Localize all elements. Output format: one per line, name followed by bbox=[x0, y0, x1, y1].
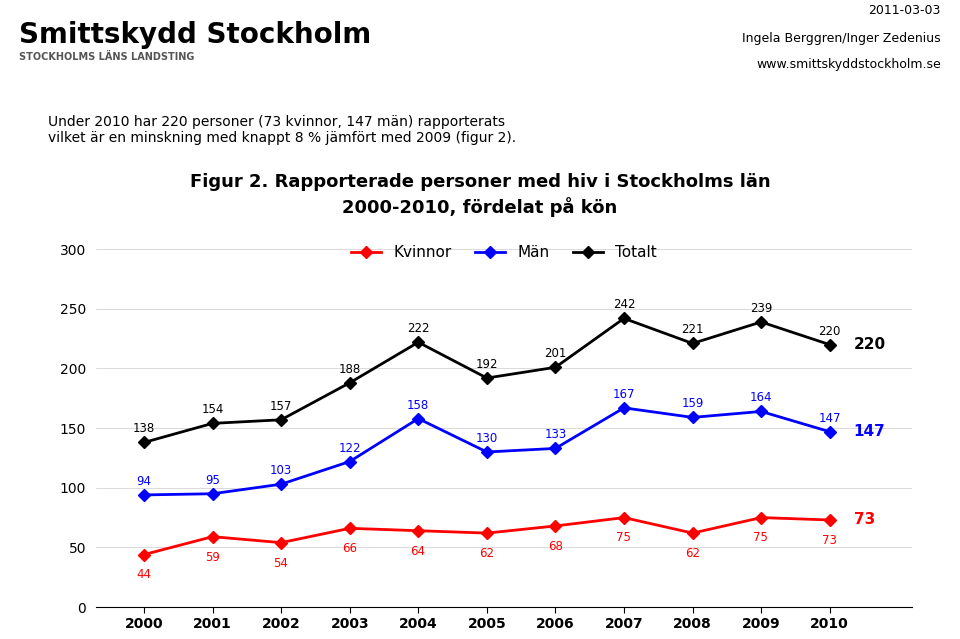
Legend: Kvinnor, Män, Totalt: Kvinnor, Män, Totalt bbox=[345, 239, 663, 266]
Text: 220: 220 bbox=[853, 337, 886, 352]
Text: 239: 239 bbox=[750, 302, 773, 315]
Text: 68: 68 bbox=[548, 540, 563, 553]
Text: 158: 158 bbox=[407, 399, 429, 412]
Text: 66: 66 bbox=[342, 543, 357, 555]
Text: 221: 221 bbox=[682, 323, 704, 337]
Text: 75: 75 bbox=[754, 532, 768, 544]
Text: STOCKHOLMS LÄNS LANDSTING: STOCKHOLMS LÄNS LANDSTING bbox=[19, 52, 195, 63]
Text: 138: 138 bbox=[132, 422, 156, 436]
Text: 122: 122 bbox=[339, 442, 361, 454]
Text: 44: 44 bbox=[136, 569, 152, 581]
Text: 133: 133 bbox=[544, 429, 566, 442]
Text: 64: 64 bbox=[411, 544, 425, 558]
Text: Ingela Berggren/Inger Zedenius: Ingela Berggren/Inger Zedenius bbox=[742, 31, 941, 45]
Text: 147: 147 bbox=[819, 412, 841, 425]
Text: 73: 73 bbox=[822, 534, 837, 547]
Text: 154: 154 bbox=[202, 403, 224, 417]
Text: 188: 188 bbox=[339, 363, 361, 376]
Text: 167: 167 bbox=[612, 388, 636, 401]
Text: 192: 192 bbox=[475, 358, 498, 371]
Text: 157: 157 bbox=[270, 400, 293, 413]
Text: 103: 103 bbox=[270, 465, 292, 477]
Text: 242: 242 bbox=[612, 298, 636, 311]
Text: 222: 222 bbox=[407, 322, 429, 335]
Text: Smittskydd Stockholm: Smittskydd Stockholm bbox=[19, 21, 372, 49]
Text: Figur 2. Rapporterade personer med hiv i Stockholms län
2000-2010, fördelat på k: Figur 2. Rapporterade personer med hiv i… bbox=[190, 173, 770, 217]
Text: 159: 159 bbox=[682, 397, 704, 410]
Text: 62: 62 bbox=[479, 547, 494, 560]
Text: 147: 147 bbox=[853, 424, 885, 439]
Text: 75: 75 bbox=[616, 532, 632, 544]
Text: 201: 201 bbox=[544, 348, 566, 360]
Text: 130: 130 bbox=[476, 432, 498, 445]
Text: 94: 94 bbox=[136, 475, 152, 488]
Text: 62: 62 bbox=[684, 547, 700, 560]
Text: 220: 220 bbox=[819, 325, 841, 337]
Text: 54: 54 bbox=[274, 557, 288, 569]
Text: 164: 164 bbox=[750, 392, 773, 404]
Text: 2011-03-03: 2011-03-03 bbox=[869, 4, 941, 17]
Text: 95: 95 bbox=[205, 473, 220, 487]
Text: www.smittskyddstockholm.se: www.smittskyddstockholm.se bbox=[756, 58, 941, 71]
Text: Under 2010 har 220 personer (73 kvinnor, 147 män) rapporterats
vilket är en mins: Under 2010 har 220 personer (73 kvinnor,… bbox=[48, 115, 516, 145]
Text: 59: 59 bbox=[204, 551, 220, 564]
Text: 73: 73 bbox=[853, 512, 875, 527]
